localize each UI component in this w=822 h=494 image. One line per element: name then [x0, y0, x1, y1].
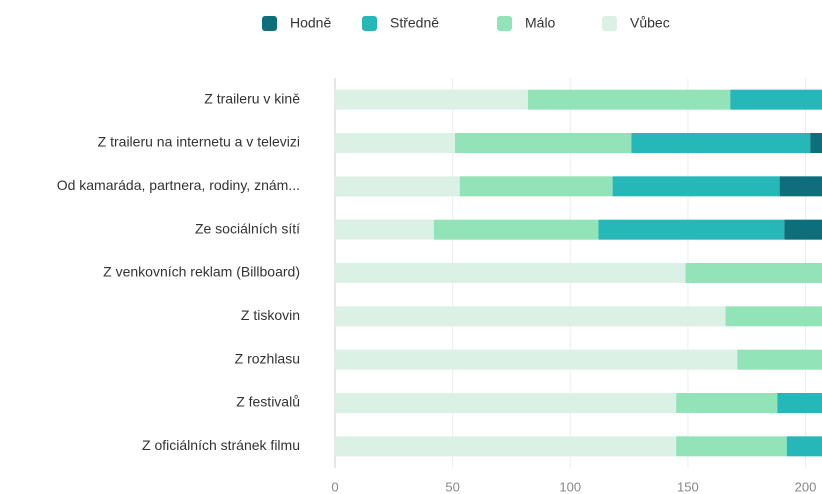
category-label: Z tiskovin	[241, 307, 300, 323]
legend-label: Středně	[390, 15, 439, 31]
x-tick-label: 0	[331, 479, 338, 494]
category-label: Z venkovních reklam (Billboard)	[103, 264, 300, 280]
x-tick-label: 50	[445, 479, 459, 494]
legend-swatch	[362, 16, 377, 31]
bar-segment	[779, 176, 822, 197]
bar-segment	[730, 89, 822, 110]
bar-segment	[612, 176, 780, 197]
bar-segment	[810, 133, 822, 153]
legend-label: Vůbec	[630, 15, 670, 31]
category-label: Z festivalů	[236, 394, 300, 410]
bar-segment	[685, 263, 822, 283]
category-label: Z oficiálních stránek filmu	[142, 437, 300, 453]
legend-swatch	[262, 16, 277, 31]
bar-segment	[676, 436, 787, 457]
bar-segment	[527, 89, 731, 110]
x-tick-label: 150	[677, 479, 699, 494]
legend-label: Málo	[525, 15, 556, 31]
bar-segment	[631, 133, 811, 153]
bar-segment	[335, 393, 677, 413]
bar-segment	[737, 349, 822, 370]
bar-segment	[598, 219, 785, 240]
bar-segment	[335, 176, 460, 197]
bar-segment	[335, 436, 677, 457]
bar-segment	[335, 219, 434, 240]
bar-segment	[786, 436, 822, 457]
x-tick-label: 200	[795, 479, 817, 494]
category-label: Od kamaráda, partnera, rodiny, znám...	[57, 177, 300, 193]
bar-segment	[335, 349, 738, 370]
bar-segment	[459, 176, 613, 197]
x-tick-label: 100	[559, 479, 581, 494]
bar-segment	[335, 133, 455, 153]
bar-segment	[725, 306, 822, 327]
bar-segment	[676, 393, 778, 413]
category-label: Ze sociálních sítí	[195, 220, 300, 236]
category-label: Z traileru v kině	[204, 90, 300, 106]
legend-label: Hodně	[290, 15, 331, 31]
category-label: Z rozhlasu	[235, 350, 300, 366]
category-label: Z traileru na internetu a v televizi	[98, 134, 300, 150]
bar-segment	[335, 306, 726, 327]
legend-swatch	[497, 16, 512, 31]
bar-segment	[335, 89, 528, 110]
bar-segment	[433, 219, 599, 240]
legend-swatch	[602, 16, 617, 31]
bar-segment	[454, 133, 632, 153]
bar-segment	[784, 219, 822, 240]
bar-segment	[335, 263, 686, 283]
bar-segment	[777, 393, 822, 413]
